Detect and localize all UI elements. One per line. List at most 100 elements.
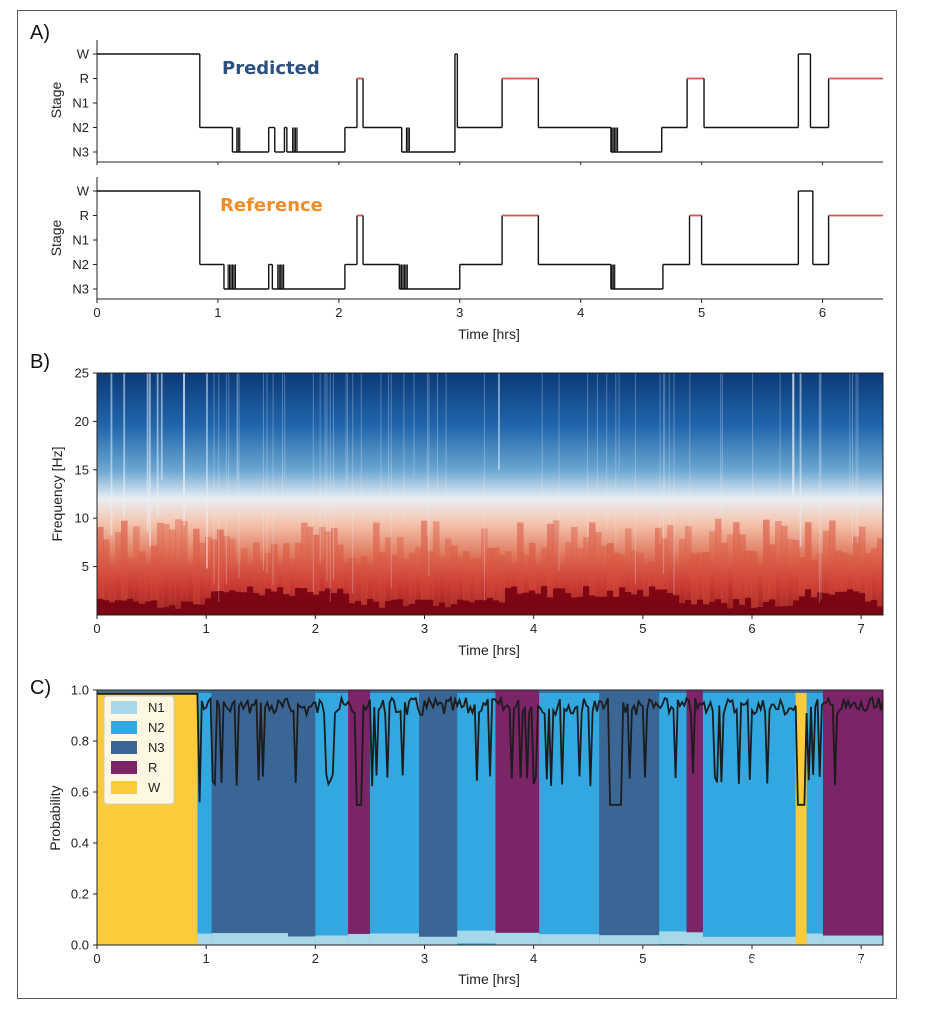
- probability-chart: 0 1 2 3 4 5 6 7 0.0 0.2 0.4 0.6 0.8 1.0 N1 N2 N3 RW Prob…: [47, 683, 884, 987]
- spectrogram-cell: [817, 592, 824, 615]
- spectrogram-cell: [175, 519, 182, 609]
- spectrogram-cell: [835, 591, 842, 615]
- probability-sliver-top: [659, 690, 687, 693]
- spectrogram-cell: [253, 542, 260, 593]
- spectrogram-streak: [324, 373, 326, 522]
- spectrogram-cell: [649, 561, 656, 587]
- spectrogram-marks: [97, 373, 883, 615]
- spectrogram-streak: [558, 373, 560, 571]
- spectrogram-cell: [97, 527, 104, 599]
- x-tick-label-7: 7: [858, 621, 865, 636]
- spectrogram-cell: [343, 561, 350, 594]
- spectrogram-cell: [493, 547, 500, 601]
- spectrogram-cell: [817, 553, 824, 593]
- probability-sliver-N1: [686, 932, 704, 945]
- y-tick-label-0.0: 0.0: [71, 938, 89, 953]
- spectrogram-cell: [829, 594, 836, 615]
- spectrogram-cell: [853, 536, 860, 592]
- spectrogram-streak: [445, 373, 447, 499]
- spectrogram-streak: [387, 373, 389, 485]
- probability-marks: [97, 690, 883, 945]
- spectrogram-streak: [483, 373, 485, 602]
- spectrogram-streak: [587, 373, 589, 542]
- spectrogram-cell: [229, 538, 236, 591]
- probability-segment-W: [795, 690, 808, 945]
- spectrogram-cell: [691, 604, 698, 615]
- probability-sliver-top: [539, 690, 600, 693]
- probability-sliver-N1: [197, 933, 213, 945]
- spectrogram-streak: [857, 373, 859, 544]
- spectrogram-cell: [379, 607, 386, 615]
- spectrogram-cell: [739, 604, 746, 615]
- probability-sliver-N1: [419, 936, 458, 945]
- spectrogram-cell: [403, 606, 410, 615]
- spectrogram-cell: [721, 603, 728, 615]
- spectrogram-streak: [618, 373, 620, 472]
- spectrogram-cell: [139, 551, 146, 605]
- spectrogram-cell: [487, 597, 494, 615]
- x-tick-label-2: 2: [312, 951, 319, 966]
- spectrogram-cell: [679, 603, 686, 615]
- spectrogram-y-axis-label: Frequency [Hz]: [49, 447, 65, 542]
- probability-legend: N1 N2 N3 RW: [103, 695, 175, 805]
- spectrogram-cell: [181, 520, 188, 602]
- spectrogram-cell: [805, 522, 812, 590]
- spectrogram-cell: [103, 600, 110, 615]
- spectrogram-streak: [225, 373, 227, 585]
- spectrogram-cell: [361, 556, 368, 605]
- spectrogram-streak: [819, 373, 821, 476]
- spectrogram-streak: [792, 373, 794, 495]
- spectrogram-cell: [115, 532, 122, 601]
- spectrogram-cell: [283, 594, 290, 615]
- spectrogram-cell: [751, 551, 758, 608]
- probability-segment-N3: [211, 690, 289, 945]
- spectrogram-cell: [151, 545, 158, 601]
- spectrogram-streak: [326, 373, 328, 582]
- x-tick-label-2: 2: [312, 621, 319, 636]
- spectrogram-cell: [175, 608, 182, 615]
- spectrogram-streak: [110, 373, 113, 536]
- spectrogram-cell: [619, 587, 626, 615]
- spectrogram-streak: [721, 373, 723, 529]
- spectrogram-cell: [163, 607, 170, 615]
- stage-tick-label-N3: N3: [72, 145, 89, 160]
- probability-sliver-N1: [822, 935, 883, 945]
- legend-swatch-N1: [111, 701, 137, 714]
- spectrogram-streak: [237, 373, 239, 479]
- spectrogram-cell: [211, 591, 218, 615]
- spectrogram-cell: [199, 604, 206, 615]
- spectrogram-cell: [673, 564, 680, 596]
- spectrogram-cell: [331, 528, 338, 593]
- spectrogram-cell: [541, 586, 548, 615]
- spectrogram-cell: [181, 601, 188, 615]
- probability-x-axis-label: Time [hrs]: [458, 971, 520, 987]
- spectrogram-cell: [571, 597, 578, 615]
- spectrogram-cell: [607, 590, 614, 615]
- spectrogram-cell: [679, 538, 686, 604]
- spectrogram-cell: [319, 527, 326, 592]
- spectrogram-streak: [664, 373, 666, 494]
- probability-sliver-N1: [348, 933, 371, 945]
- spectrogram-cell: [271, 544, 278, 592]
- spectrogram-cell: [733, 522, 740, 600]
- spectrogram-cell: [559, 588, 566, 615]
- spectrogram-cell: [229, 590, 236, 615]
- x-tick-label-1: 1: [203, 621, 210, 636]
- spectrogram-cell: [631, 594, 638, 615]
- spectrogram-cell: [547, 523, 554, 598]
- spectrogram-cell: [433, 606, 440, 615]
- spectrogram-cell: [847, 554, 854, 590]
- spectrogram-cell: [373, 601, 380, 615]
- figure-border: [17, 10, 897, 999]
- spectrogram-cell: [643, 563, 650, 597]
- spectrogram-cell: [517, 522, 524, 594]
- probability-segment-N2: [315, 690, 349, 945]
- spectrogram-cell: [811, 597, 818, 615]
- spectrogram-cell: [655, 527, 662, 590]
- spectrogram-streak: [799, 373, 802, 547]
- spectrogram-cell: [217, 529, 224, 591]
- spectrogram-cell: [589, 522, 596, 596]
- spectrogram-cell: [499, 602, 506, 615]
- spectrogram-cell: [547, 597, 554, 615]
- spectrogram-cell: [151, 600, 158, 615]
